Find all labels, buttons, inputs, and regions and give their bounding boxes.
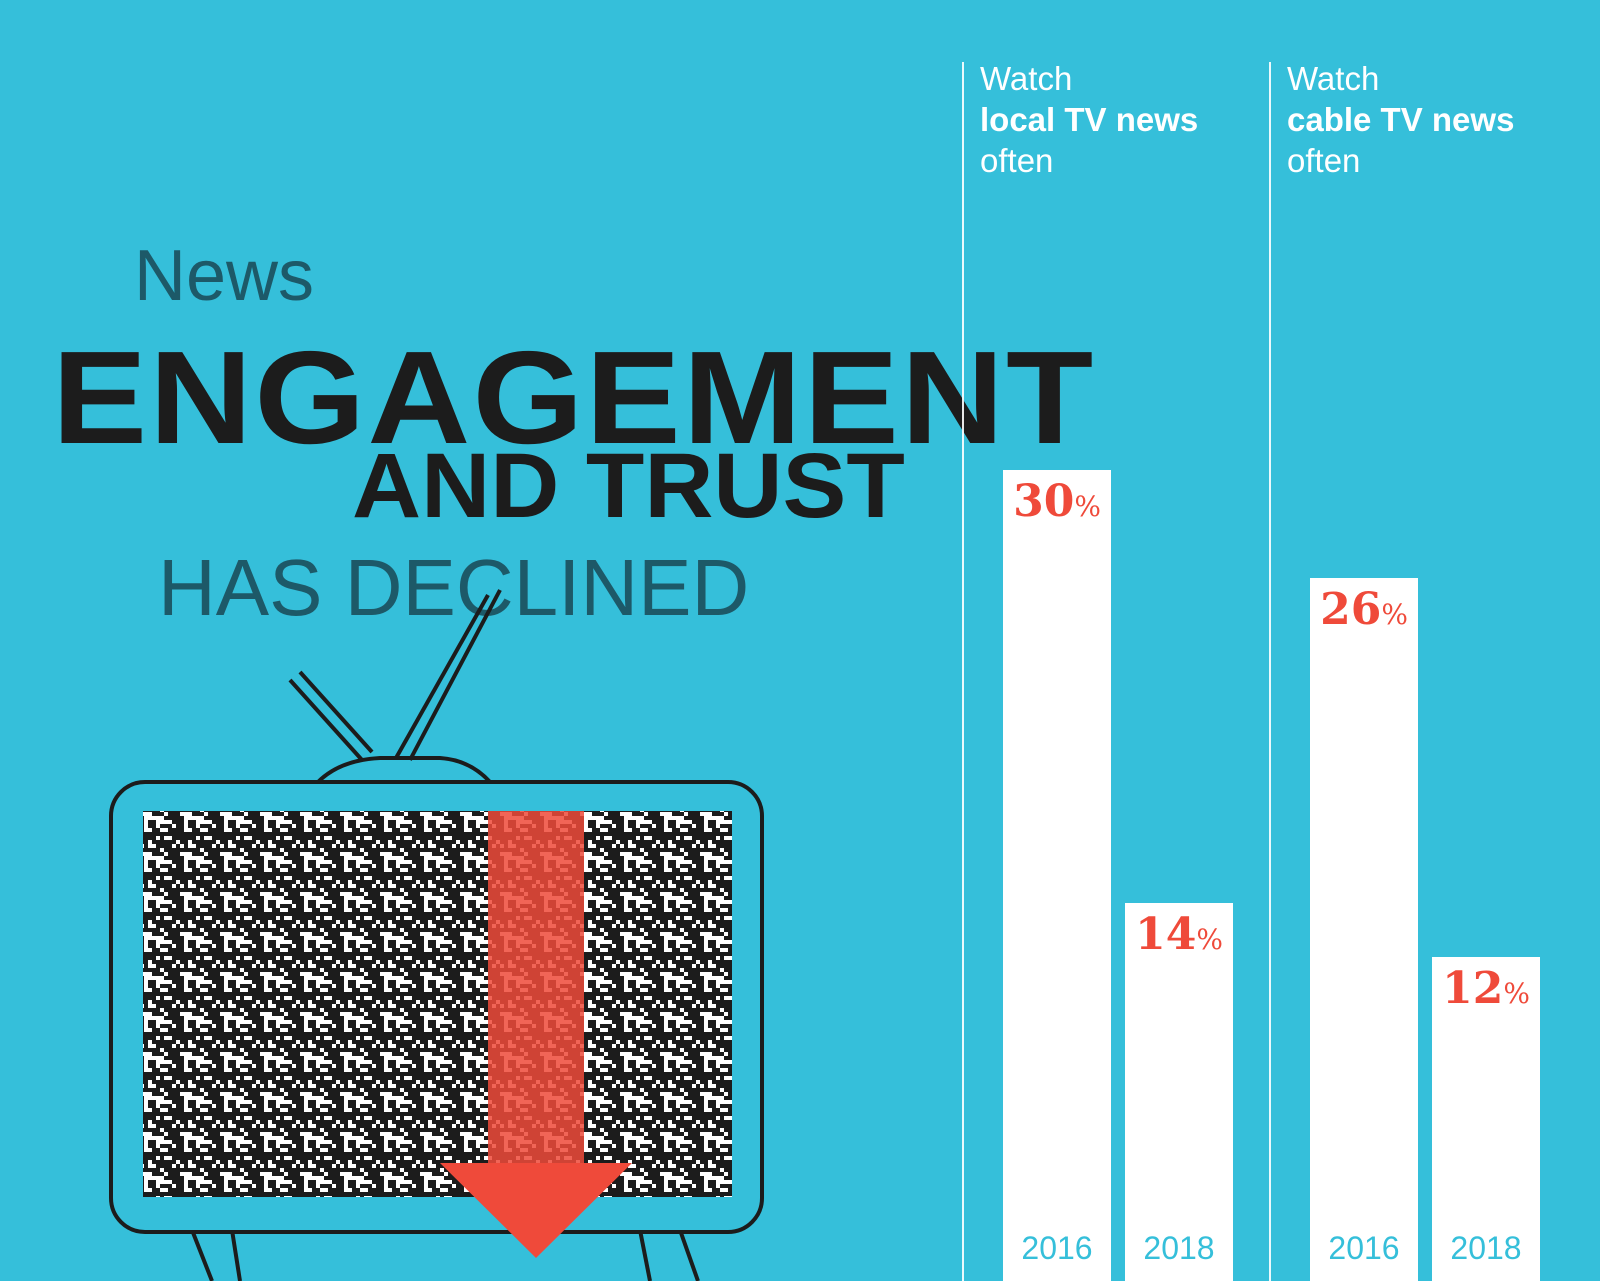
bar-value-unit: % xyxy=(1381,598,1408,631)
title-and-trust: AND TRUST xyxy=(352,435,905,537)
bar-year-label: 2016 xyxy=(1328,1230,1400,1266)
title-news: News xyxy=(134,236,315,316)
panel-header-prefix: Watch xyxy=(1287,60,1380,97)
bar-value-number: 14 xyxy=(1135,909,1197,960)
arrow-shaft xyxy=(488,811,584,1171)
panel-header-bold: local TV news xyxy=(980,101,1199,138)
panel-divider-local xyxy=(962,62,964,1281)
bar-value-number: 26 xyxy=(1320,584,1382,635)
bar-year-label: 2016 xyxy=(1021,1230,1093,1266)
bar-value-number: 12 xyxy=(1442,963,1504,1014)
title-has-declined: HAS DECLINED xyxy=(158,543,750,632)
bar-value-label: 30% xyxy=(1003,476,1111,527)
panel-divider-cable xyxy=(1269,62,1271,1281)
bar-value-label: 26% xyxy=(1310,584,1418,635)
bar-local-2016: 30% 2016 xyxy=(1003,470,1111,1281)
panel-header-prefix: Watch xyxy=(980,60,1073,97)
panel-header-suffix: often xyxy=(1287,142,1361,179)
bar-value-number: 30 xyxy=(1013,476,1075,527)
tv-leg-left xyxy=(190,1229,214,1281)
bar-value-label: 12% xyxy=(1432,963,1540,1014)
panel-header-local: Watch local TV news often xyxy=(980,58,1198,181)
bar-year-label: 2018 xyxy=(1450,1230,1522,1266)
panel-header-bold: cable TV news xyxy=(1287,101,1515,138)
bar-value-unit: % xyxy=(1074,490,1101,523)
down-arrow-icon xyxy=(440,1163,632,1258)
bar-value-unit: % xyxy=(1196,923,1223,956)
antenna-left xyxy=(288,678,364,762)
panel-header-cable: Watch cable TV news often xyxy=(1287,58,1514,181)
bar-value-label: 14% xyxy=(1125,909,1233,960)
antenna-right xyxy=(408,589,502,761)
tv-screen xyxy=(143,811,732,1197)
tv-icon xyxy=(109,589,764,1281)
bar-cable-2018: 12% 2018 xyxy=(1432,957,1540,1281)
tv-leg-right xyxy=(638,1229,652,1281)
title-engagement: ENGAGEMENT xyxy=(52,324,1096,471)
bar-value-unit: % xyxy=(1503,977,1530,1010)
bar-year-label: 2018 xyxy=(1143,1230,1215,1266)
bar-local-2018: 14% 2018 xyxy=(1125,903,1233,1281)
panel-header-suffix: often xyxy=(980,142,1054,179)
bar-cable-2016: 26% 2016 xyxy=(1310,578,1418,1281)
